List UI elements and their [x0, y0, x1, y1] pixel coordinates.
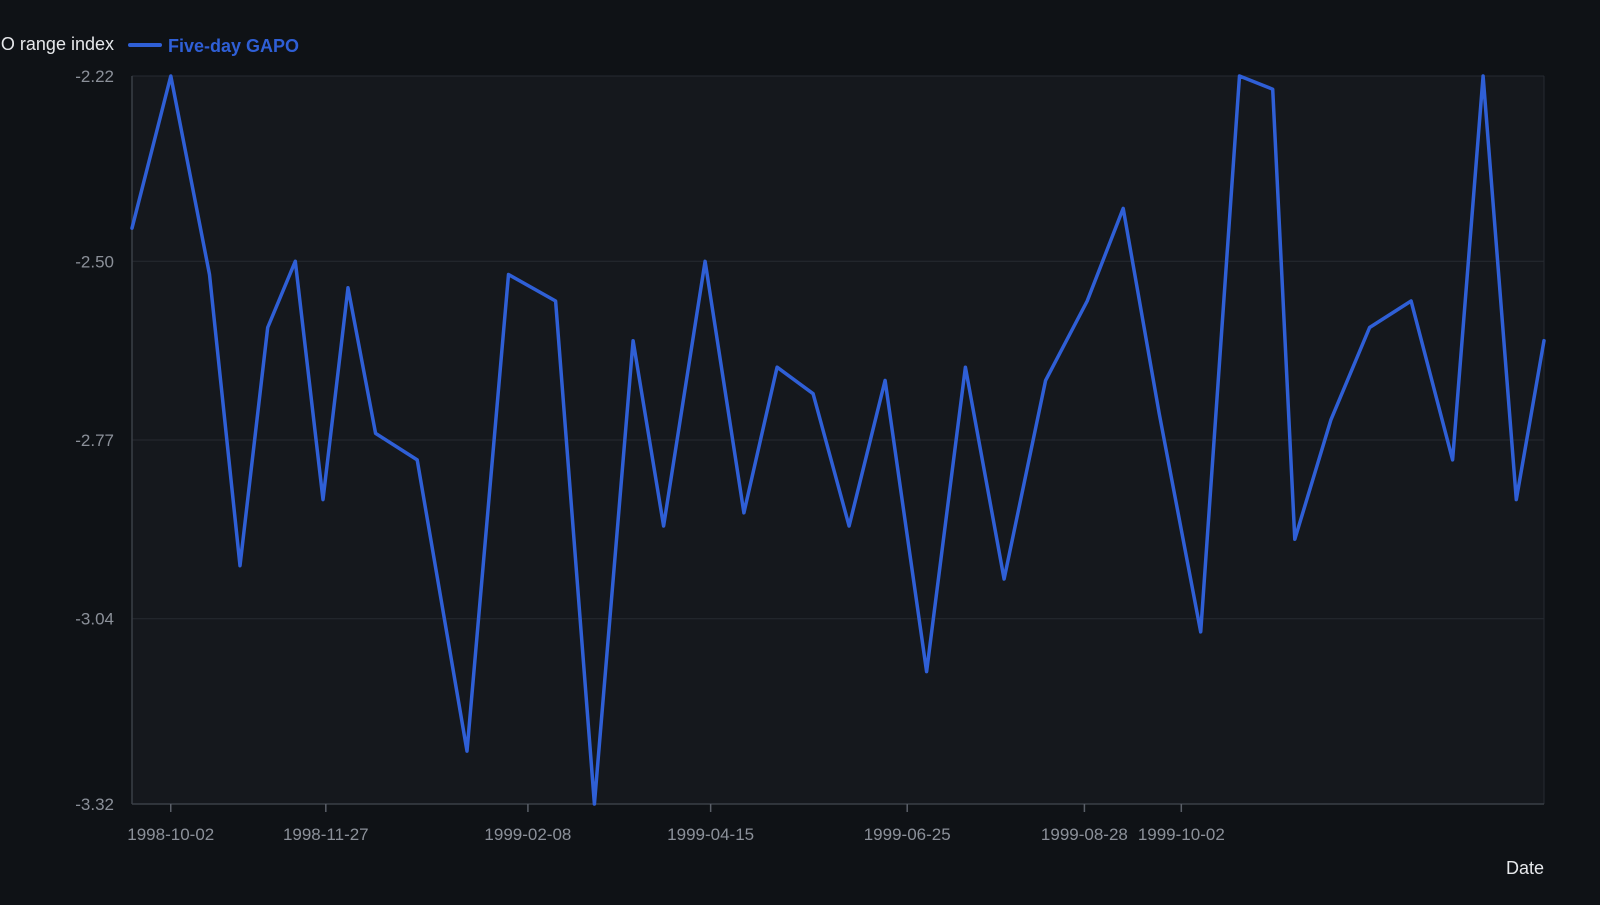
- y-tick-label: -2.50: [75, 252, 114, 271]
- y-axis-title: GAPO range index: [0, 34, 114, 54]
- y-tick-label: -2.77: [75, 431, 114, 450]
- y-axis-ticks: -2.22 -2.50 -2.77 -3.04 -3.32: [75, 67, 114, 814]
- x-tick-label: 1999-06-25: [864, 825, 951, 844]
- legend-label: Five-day GAPO: [168, 36, 299, 56]
- y-tick-label: -2.22: [75, 67, 114, 86]
- series-layer: [130, 74, 1546, 806]
- legend: GAPO range index Five-day GAPO: [0, 34, 299, 56]
- x-axis-title: Date: [1506, 858, 1544, 878]
- x-tick-label: 1999-08-28: [1041, 825, 1128, 844]
- axes: [131, 76, 1544, 805]
- x-tick-label: 1999-02-08: [484, 825, 571, 844]
- x-tick-label: 1999-04-15: [667, 825, 754, 844]
- grid-lines: [132, 75, 1545, 804]
- y-tick-label: -3.04: [75, 610, 114, 629]
- x-axis-ticks: 1998-10-02 1998-11-27 1999-02-08 1999-04-15…: [127, 804, 1225, 844]
- y-tick-label: -3.32: [75, 795, 114, 814]
- x-tick-label: 1998-10-02: [127, 825, 214, 844]
- x-tick-label: 1999-10-02: [1138, 825, 1225, 844]
- x-tick-label: 1998-11-27: [283, 825, 369, 844]
- series-line-five-day-gapo: [130, 74, 1546, 806]
